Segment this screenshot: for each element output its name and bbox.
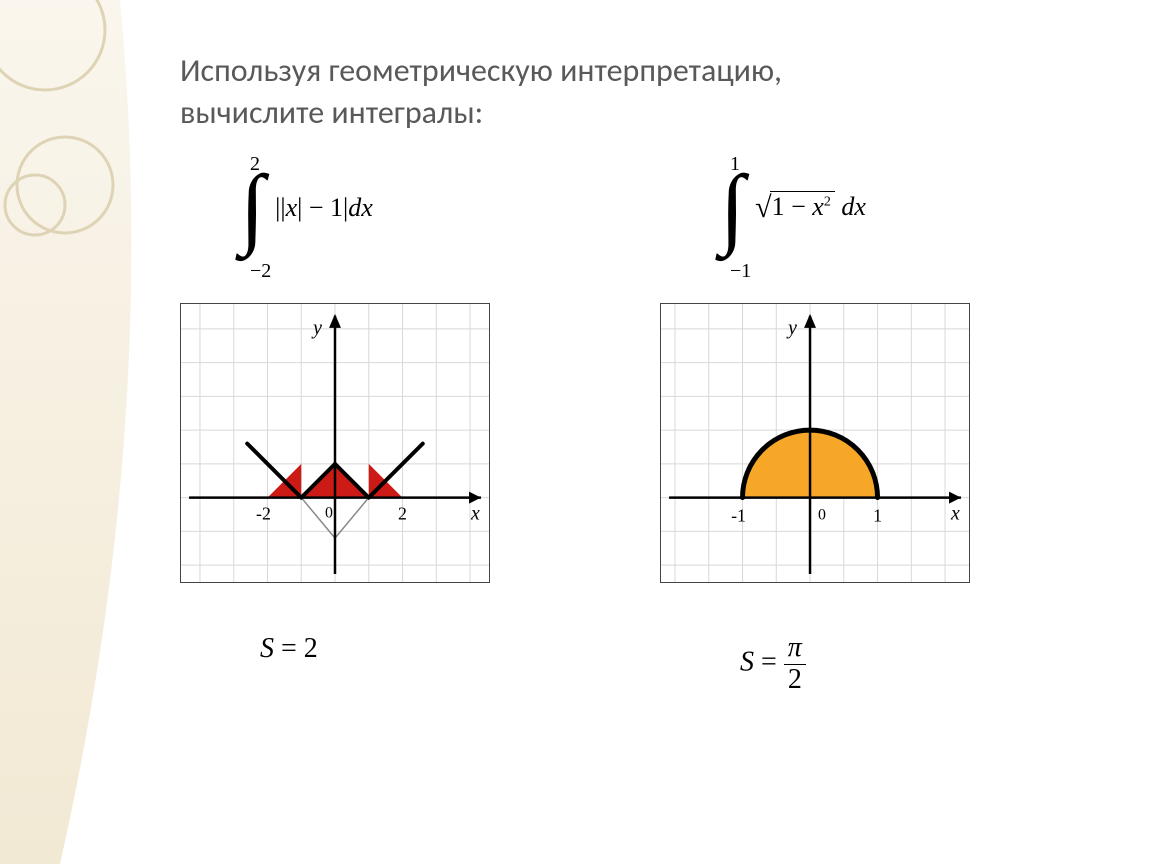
integral-sign-icon: ∫ [720,163,745,253]
int1-upper: 2 [250,153,260,176]
decorative-band [0,0,200,864]
graph-1: x y -2 2 0 [180,303,490,583]
svg-text:1: 1 [873,506,882,526]
answer2-den: 2 [784,665,806,696]
answer2-lhs: S [740,647,754,678]
answer1-rhs: 2 [304,633,318,664]
slide-content: Используя геометрическую интерпретацию, … [180,50,1100,696]
answer-1: S = 2 [260,633,318,665]
graph-2: x y -1 1 0 [660,303,970,583]
integral-1: 2 ∫ −2 ||x| − 1|dx [240,163,373,273]
int1-integrand: ||x| − 1|dx [275,193,373,223]
int2-upper: 1 [730,153,740,176]
answer1-lhs: S [260,633,274,664]
svg-text:x: x [950,503,960,525]
problem-2: 1 ∫ −1 √1 − x2 dx x y -1 1 0 S = π 2 [660,163,1040,696]
svg-text:x: x [470,503,480,525]
svg-text:-2: -2 [256,504,271,524]
svg-text:0: 0 [818,507,826,524]
svg-text:2: 2 [398,504,407,524]
integral-sign-icon: ∫ [240,163,265,253]
svg-text:-1: -1 [731,506,746,526]
title-line-2: вычислите интегралы: [180,92,1100,134]
integral-2: 1 ∫ −1 √1 − x2 dx [720,163,866,273]
title-line-1: Используя геометрическую интерпретацию, [180,50,1100,92]
answer2-num: π [784,633,806,665]
problems-row: 2 ∫ −2 ||x| − 1|dx x y -2 2 0 S = 2 1 ∫ −1 √… [180,163,1100,696]
svg-text:0: 0 [325,505,333,522]
answer2-frac: π 2 [784,633,806,696]
int2-lower: −1 [730,260,751,283]
answer-2: S = π 2 [740,633,806,696]
svg-text:y: y [311,317,322,339]
int1-lower: −2 [250,260,271,283]
int2-dx: dx [841,192,866,221]
svg-text:y: y [786,317,797,339]
int2-integrand: √1 − x2 dx [755,191,866,225]
problem-1: 2 ∫ −2 ||x| − 1|dx x y -2 2 0 S = 2 [180,163,560,696]
slide-title: Используя геометрическую интерпретацию, … [180,50,1100,133]
